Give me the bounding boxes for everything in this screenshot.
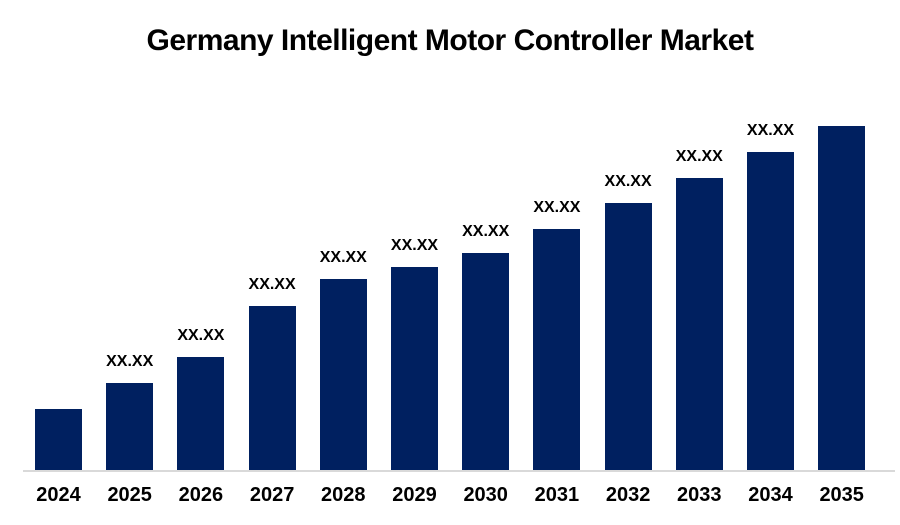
value-label-2025: XX.XX — [106, 353, 154, 370]
x-tick-2030: 2030 — [463, 484, 508, 506]
bar-2030 — [462, 253, 510, 470]
value-label-2031: XX.XX — [533, 199, 581, 216]
x-axis-line — [23, 470, 895, 472]
bar-2034 — [747, 152, 794, 470]
bar-2033 — [675, 178, 723, 470]
value-label-2030: XX.XX — [462, 223, 510, 240]
x-tick-2027: 2027 — [249, 484, 295, 506]
bar-2032 — [604, 203, 652, 470]
bar-2024 — [35, 409, 82, 470]
x-tick-2032: 2032 — [605, 484, 651, 506]
x-tick-2029: 2029 — [392, 484, 437, 506]
x-tick-2024: 2024 — [36, 484, 81, 506]
bar-2027 — [248, 306, 296, 470]
value-label-2029: XX.XX — [390, 237, 439, 254]
value-label-2026: XX.XX — [177, 327, 225, 344]
x-tick-2028: 2028 — [321, 484, 366, 506]
bar-2031 — [533, 229, 581, 470]
x-tick-2025: 2025 — [107, 484, 152, 506]
value-label-2028: XX.XX — [319, 249, 367, 266]
value-label-2027: XX.XX — [248, 276, 296, 293]
value-label-2033: XX.XX — [675, 148, 723, 165]
value-label-2034: XX.XX — [746, 122, 795, 139]
bar-2035 — [818, 126, 866, 470]
x-tick-2035: 2035 — [819, 484, 864, 506]
value-label-2032: XX.XX — [604, 173, 652, 190]
x-tick-2034: 2034 — [748, 484, 793, 506]
x-tick-2031: 2031 — [534, 484, 580, 506]
x-tick-2026: 2026 — [178, 484, 224, 506]
bar-2028 — [319, 279, 367, 470]
chart-title: Germany Intelligent Motor Controller Mar… — [146, 24, 754, 57]
bar-2026 — [177, 357, 225, 470]
x-tick-2033: 2033 — [677, 484, 722, 506]
bar-2029 — [391, 267, 438, 470]
bar-2025 — [106, 383, 154, 470]
